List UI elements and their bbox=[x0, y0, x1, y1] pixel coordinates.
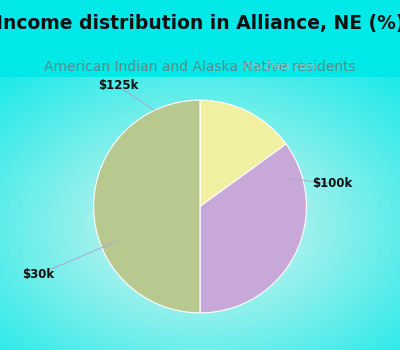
Circle shape bbox=[0, 88, 400, 350]
Circle shape bbox=[0, 30, 400, 350]
Circle shape bbox=[121, 173, 279, 281]
Circle shape bbox=[81, 146, 319, 308]
Circle shape bbox=[41, 119, 359, 335]
Circle shape bbox=[183, 216, 217, 239]
Circle shape bbox=[58, 131, 342, 324]
Circle shape bbox=[87, 150, 313, 304]
Circle shape bbox=[172, 208, 228, 246]
Text: American Indian and Alaska Native residents: American Indian and Alaska Native reside… bbox=[44, 60, 356, 74]
Circle shape bbox=[53, 127, 347, 328]
Circle shape bbox=[143, 188, 257, 266]
Circle shape bbox=[0, 42, 400, 350]
Text: $125k: $125k bbox=[98, 79, 138, 92]
Circle shape bbox=[0, 65, 400, 350]
Circle shape bbox=[0, 10, 400, 350]
Circle shape bbox=[138, 184, 262, 270]
Circle shape bbox=[115, 169, 285, 285]
Wedge shape bbox=[94, 100, 200, 313]
Circle shape bbox=[0, 14, 400, 350]
Circle shape bbox=[0, 72, 400, 350]
Circle shape bbox=[64, 134, 336, 320]
Circle shape bbox=[47, 123, 353, 331]
Circle shape bbox=[0, 84, 400, 350]
Circle shape bbox=[194, 223, 206, 231]
Circle shape bbox=[30, 111, 370, 343]
Circle shape bbox=[92, 154, 308, 301]
Circle shape bbox=[0, 38, 400, 350]
Circle shape bbox=[149, 193, 251, 262]
Circle shape bbox=[75, 142, 325, 312]
Circle shape bbox=[2, 92, 398, 350]
Circle shape bbox=[166, 204, 234, 250]
Circle shape bbox=[160, 200, 240, 254]
Circle shape bbox=[155, 196, 245, 258]
Circle shape bbox=[0, 18, 400, 350]
Circle shape bbox=[0, 76, 400, 350]
Text: Income distribution in Alliance, NE (%): Income distribution in Alliance, NE (%) bbox=[0, 14, 400, 33]
Circle shape bbox=[0, 46, 400, 350]
Circle shape bbox=[0, 26, 400, 350]
Circle shape bbox=[126, 177, 274, 278]
Circle shape bbox=[7, 96, 393, 350]
Text: $30k: $30k bbox=[22, 268, 54, 281]
Wedge shape bbox=[200, 100, 286, 206]
Circle shape bbox=[189, 219, 211, 235]
Circle shape bbox=[24, 107, 376, 347]
Wedge shape bbox=[200, 144, 306, 313]
Text: $100k: $100k bbox=[312, 177, 352, 190]
Circle shape bbox=[36, 115, 364, 339]
Circle shape bbox=[0, 3, 400, 350]
Circle shape bbox=[0, 69, 400, 350]
Circle shape bbox=[104, 161, 296, 293]
Circle shape bbox=[98, 158, 302, 297]
Circle shape bbox=[19, 103, 381, 350]
Circle shape bbox=[0, 22, 400, 350]
Circle shape bbox=[109, 165, 291, 289]
Circle shape bbox=[70, 138, 330, 316]
Circle shape bbox=[0, 61, 400, 350]
Circle shape bbox=[0, 80, 400, 350]
Circle shape bbox=[177, 212, 223, 243]
Circle shape bbox=[0, 53, 400, 350]
Circle shape bbox=[0, 7, 400, 350]
Circle shape bbox=[0, 34, 400, 350]
Text: City-Data.com: City-Data.com bbox=[243, 62, 317, 71]
Circle shape bbox=[0, 49, 400, 350]
Circle shape bbox=[0, 57, 400, 350]
Circle shape bbox=[13, 99, 387, 350]
Circle shape bbox=[132, 181, 268, 274]
